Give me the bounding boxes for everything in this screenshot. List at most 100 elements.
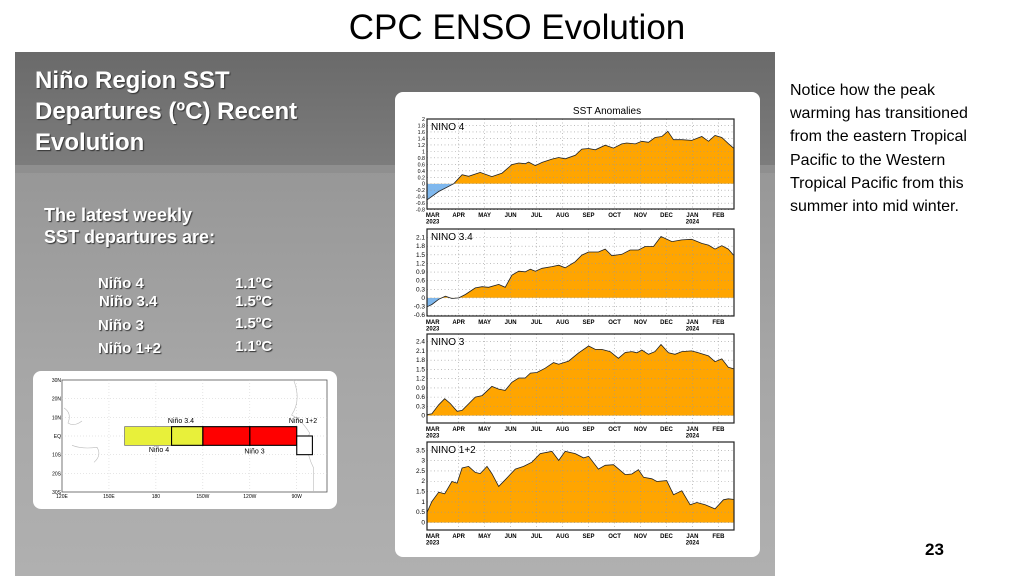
y-tick-label: -0.3 <box>414 304 426 311</box>
section-title-line: Evolution <box>35 129 145 156</box>
panel-label: NINO 1+2 <box>431 445 476 456</box>
month-tick-label: JAN <box>686 213 698 219</box>
y-tick-label: 1 <box>422 149 425 155</box>
y-tick-label: 1.6 <box>418 130 425 136</box>
month-tick-label: AUG <box>556 427 570 433</box>
y-tick-label: 2.1 <box>416 235 425 242</box>
notice-line: warming has transitioned <box>790 105 968 123</box>
month-tick-label: NOV <box>634 427 647 433</box>
month-tick-label: SEP <box>583 427 595 433</box>
longitude-label: 150W <box>196 494 209 500</box>
month-tick-label: JUN <box>505 534 517 540</box>
month-tick-label: DEC <box>660 320 673 326</box>
section-title-line: Niño Region SST <box>35 67 230 94</box>
longitude-label: 180 <box>152 494 161 500</box>
notice-text: Notice how the peak warming has transiti… <box>790 79 968 218</box>
region-name-nino3: Niño 3 <box>98 317 144 334</box>
month-tick-label: APR <box>452 213 465 219</box>
y-tick-label: -0.6 <box>414 312 426 319</box>
y-tick-label: 1.5 <box>416 252 425 259</box>
notice-line: Pacific to the Western <box>790 151 946 169</box>
month-tick-label: JAN <box>686 427 698 433</box>
y-tick-label: 3.5 <box>416 447 425 454</box>
month-tick-label: APR <box>452 320 465 326</box>
positive-anomaly-area <box>427 344 734 416</box>
sst-anomalies-chart: SST Anomalies 21.81.61.41.210.80.60.40.2… <box>414 106 735 547</box>
month-tick-label: MAY <box>478 534 491 540</box>
y-tick-label: 0 <box>421 413 425 420</box>
y-tick-label: 1.2 <box>416 376 425 383</box>
region-value-nino3: 1.5ºC <box>235 315 273 332</box>
latitude-label: EQ <box>54 434 61 440</box>
notice-line: from the eastern Tropical <box>790 128 967 146</box>
y-tick-label: 0.4 <box>418 169 425 175</box>
month-tick-label: MAY <box>478 213 491 219</box>
longitude-label: 120E <box>56 494 68 500</box>
y-tick-label: 1.8 <box>418 123 425 129</box>
y-tick-label: 0.5 <box>416 509 425 516</box>
y-tick-label: 3 <box>421 458 425 465</box>
month-tick-label: JUL <box>531 213 543 219</box>
section-title-line: Departures (ºC) Recent <box>35 98 298 125</box>
month-tick-label: MAR <box>426 534 440 540</box>
latitude-label: 10N <box>52 415 62 421</box>
region-name-nino12: Niño 1+2 <box>98 340 161 357</box>
notice-line: Notice how the peak <box>790 82 935 99</box>
latest-departures-heading: The latest weekly SST departures are: <box>44 204 215 248</box>
panel-label: NINO 3.4 <box>431 232 473 243</box>
y-tick-label: 1.5 <box>416 366 425 373</box>
western-pacific-coastline <box>63 407 100 463</box>
region-name-nino4: Niño 4 <box>98 275 144 292</box>
y-tick-label: 1.2 <box>416 260 425 267</box>
month-tick-label: FEB <box>712 320 725 326</box>
latitude-label: 30S <box>52 490 62 496</box>
y-tick-label: 1.4 <box>418 136 425 142</box>
month-tick-label: AUG <box>556 534 570 540</box>
plot-frame <box>426 333 735 424</box>
positive-anomaly-area <box>453 131 734 184</box>
positive-anomaly-area <box>441 236 734 298</box>
y-tick-label: 0.3 <box>416 286 425 293</box>
panel-label: NINO 4 <box>431 122 465 133</box>
region-value-nino34: 1.5ºC <box>235 293 273 310</box>
year-tick-label: 2024 <box>686 327 700 333</box>
nino-regions-map-card: 30N 20N 10N EQ 10S 20S 30S 120E 150E 180 150W 120W 9… <box>33 371 337 509</box>
y-tick-label: 0 <box>422 182 425 188</box>
month-tick-label: SEP <box>583 320 595 326</box>
month-tick-label: JAN <box>686 320 698 326</box>
longitude-label: 120W <box>243 494 256 500</box>
month-tick-label: FEB <box>712 427 725 433</box>
month-tick-label: MAY <box>478 320 491 326</box>
month-tick-label: APR <box>452 427 465 433</box>
nino12-region <box>296 435 313 456</box>
year-tick-label: 2023 <box>426 541 440 547</box>
month-tick-label: JUN <box>505 320 517 326</box>
month-tick-label: OCT <box>608 213 621 219</box>
region-value-nino4: 1.1ºC <box>235 275 273 292</box>
positive-anomaly-area <box>427 451 734 523</box>
latitude-label: 30N <box>52 378 62 384</box>
month-tick-label: NOV <box>634 320 647 326</box>
latitude-label: 20N <box>52 397 62 403</box>
month-tick-label: JUL <box>531 534 543 540</box>
y-tick-label: 0.6 <box>416 394 425 401</box>
slide-title: CPC ENSO Evolution <box>348 8 686 47</box>
latitude-label: 10S <box>52 453 62 459</box>
month-tick-label: JAN <box>686 534 698 540</box>
latitude-label: 20S <box>52 471 62 477</box>
nino12-label: Niño 1+2 <box>289 418 317 425</box>
month-tick-label: DEC <box>660 213 673 219</box>
nino4-label: Niño 4 <box>149 447 169 454</box>
y-tick-label: 0.9 <box>416 269 425 276</box>
month-tick-label: JUL <box>531 427 543 433</box>
y-tick-label: 2 <box>422 117 425 123</box>
year-tick-label: 2023 <box>426 220 440 226</box>
y-tick-label: 2.4 <box>416 339 425 346</box>
y-tick-label: -0.6 <box>416 201 425 207</box>
month-tick-label: AUG <box>556 320 570 326</box>
month-tick-label: OCT <box>608 320 621 326</box>
month-tick-label: JUN <box>505 213 517 219</box>
